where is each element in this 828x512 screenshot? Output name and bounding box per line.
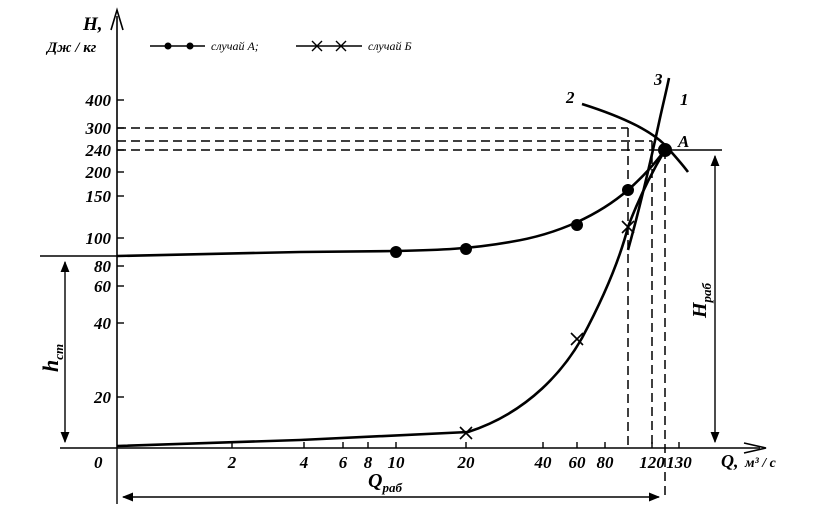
dashed-guides [117,127,666,500]
x-tick-label: 130 [666,453,692,472]
x-tick-label: 20 [457,453,476,472]
h-st-label: hст [38,344,66,372]
x-axis-title: Q, [721,451,739,471]
y-axis-title: H, [82,14,103,35]
y-tick-label: 80 [94,257,112,276]
curve-label-1: 1 [680,90,689,109]
y-tick-label: 40 [93,314,112,333]
data-point-case-a [390,246,402,258]
curve-label-2: 2 [565,88,575,107]
legend-dot-marker [186,42,194,50]
curve-3 [626,77,671,251]
origin-label: 0 [94,453,103,472]
y-tick-label: 200 [85,163,112,182]
q-rab-sub: раб [381,480,402,495]
y-tick-label: 60 [94,277,112,296]
x-tick-label: 60 [569,453,587,472]
x-tick-label: 80 [597,453,615,472]
data-point-case-b [459,426,473,440]
x-tick-label: 8 [364,453,373,472]
legend-dot-marker [164,42,172,50]
data-point-case-a [571,219,583,231]
series-markers [390,143,672,440]
y-tick-label: 240 [85,141,112,160]
x-tick-label: 4 [299,453,309,472]
legend: случай А; случай Б [150,39,412,53]
data-point-case-b [621,220,635,234]
x-tick-label: 120 [639,453,665,472]
q-rab-label: Qраб [368,470,402,495]
curve-label-3: 3 [653,70,663,89]
legend-label-b: случай Б [368,39,412,53]
q-rab-main: Q [368,470,382,492]
legend-cross-marker [311,40,323,52]
h-rab-dimension: Hраб [665,149,722,444]
point-label-a: A [677,132,689,151]
y-tick-label: 20 [93,388,112,407]
q-rab-dimension: Qраб [116,448,661,504]
series-curve-case-b [116,149,667,448]
h-st-dimension: hст [38,255,117,444]
legend-cross-marker [335,40,347,52]
x-axis-arrow [743,442,767,454]
y-tick-label: 400 [85,91,112,110]
x-axis-unit: м³ / с [744,456,777,471]
x-tick-label: 10 [388,453,406,472]
x-tick-label: 40 [534,453,553,472]
data-point-case-a [460,243,472,255]
y-axis-unit: Дж / кг [45,40,97,56]
x-ticks: 2 4 6 8 10 20 40 60 80 120 130 [227,442,692,472]
series-curve-case-a [116,149,667,258]
h-rab-main: H [689,301,711,319]
y-tick-label: 150 [86,187,112,206]
h-st-main: h [38,360,63,372]
x-tick-label: 2 [227,453,237,472]
legend-label-a: случай А; [211,39,259,53]
h-rab-label: Hраб [689,282,714,319]
h-st-sub: ст [51,344,66,360]
h-rab-sub: раб [699,282,714,303]
y-axis-arrow [110,7,124,31]
y-tick-label: 300 [85,119,112,138]
data-point-case-b [570,332,584,346]
x-tick-label: 6 [339,453,348,472]
y-tick-label: 100 [86,229,112,248]
curve-2 [581,102,690,173]
data-point-case-a [622,184,634,196]
